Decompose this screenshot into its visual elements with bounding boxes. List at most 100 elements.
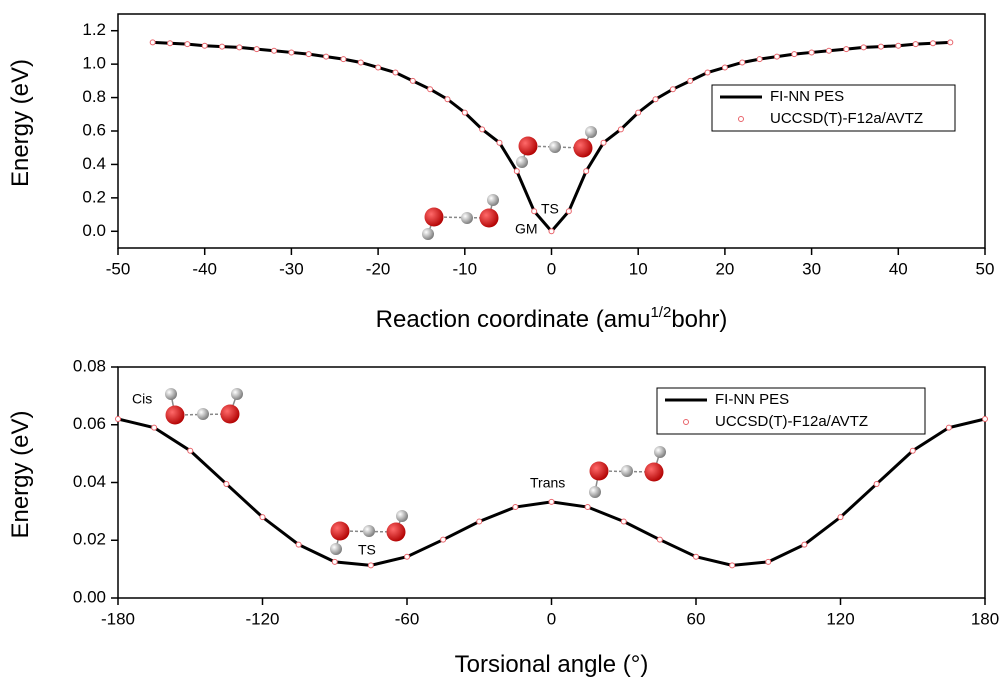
data-point [548,498,555,505]
molecule-atom [573,138,593,158]
data-point [808,49,815,56]
data-point [219,43,226,50]
y-tick-label: 0.02 [73,530,106,549]
molecule-atom [461,212,473,224]
data-point [877,43,884,50]
data-point [669,86,676,93]
data-point [912,41,919,48]
data-point [693,553,699,560]
x-axis-title: Reaction coordinate (amu1/2bohr) [376,304,728,333]
data-point [357,59,364,66]
data-point [340,56,347,63]
data-point [331,558,338,565]
data-point [583,168,590,175]
x-tick-label: -120 [245,609,279,628]
data-point [201,42,208,49]
data-point [392,69,399,76]
molecule-atom [396,510,408,522]
y-tick-label: 0.4 [82,154,106,173]
y-tick-label: 0.00 [73,587,106,606]
data-point [476,518,483,525]
data-point [843,46,850,53]
legend-box [711,84,956,132]
x-tick-label: 20 [715,259,734,278]
molecule-atom [165,405,185,425]
data-point [271,47,278,54]
data-point [288,49,295,56]
x-tick-label: 0 [547,259,556,278]
data-point [513,168,520,175]
data-point [367,562,374,569]
data-point [305,51,312,58]
x-tick-label: -40 [192,259,217,278]
x-axis-title-part: 1/2 [650,304,671,321]
x-tick-label: -50 [106,259,131,278]
x-tick-label: -180 [101,609,135,628]
data-point [461,109,468,116]
data-point [444,96,451,103]
data-point [496,139,503,146]
data-point [947,39,954,46]
molecule-atom [589,486,601,498]
x-tick-label: -60 [395,609,420,628]
molecule-atom [549,141,561,153]
x-tick-label: -30 [279,259,304,278]
x-tick-label: -10 [453,259,478,278]
data-point [259,514,266,521]
x-tick-label: 10 [629,259,648,278]
data-point [756,56,763,63]
molecule-atom [231,388,243,400]
data-point [404,553,410,560]
data-point [895,42,902,49]
data-point [652,96,659,103]
data-point [584,504,591,511]
molecule-atom [589,461,609,481]
annotation: Trans [530,475,565,491]
data-point [115,415,121,422]
data-point [531,208,538,215]
data-point [617,126,624,133]
legend-box [656,387,926,435]
data-point [295,541,302,548]
data-point [825,47,832,54]
data-point [739,59,746,66]
x-tick-label: 180 [971,609,999,628]
legend-swatch [738,116,744,122]
molecule-atom [363,525,375,537]
data-point [512,504,519,511]
y-tick-label: 0.2 [82,187,106,206]
x-tick-label: 120 [826,609,854,628]
molecule-atom [165,388,177,400]
data-point [187,447,194,454]
legend-swatch [683,419,689,425]
molecule-atom [422,228,434,240]
y-tick-label: 0.06 [73,414,106,433]
x-tick-label: -20 [366,259,391,278]
x-tick-label: 30 [802,259,821,278]
molecule-atom [330,521,350,541]
data-point [440,536,447,543]
data-point [773,53,780,60]
data-point [375,64,382,71]
data-point [620,518,627,525]
molecule-atom [197,408,209,420]
molecule-atom [330,543,342,555]
data-point [801,541,808,548]
data-point [791,51,798,58]
data-point [837,514,844,521]
data-point [167,40,174,47]
y-tick-label: 1.0 [82,54,106,73]
data-point [223,480,230,487]
legend-label: UCCSD(T)-F12a/AVTZ [715,413,868,430]
data-point [149,39,156,46]
data-point [687,77,694,84]
legend-label: FI-NN PES [770,88,844,105]
x-axis-title-part: Torsional angle (°) [455,651,649,678]
data-point [982,415,988,422]
y-tick-label: 0.8 [82,87,106,106]
x-axis-title-part: bohr) [671,306,727,333]
data-point [873,480,880,487]
data-point [548,228,555,235]
